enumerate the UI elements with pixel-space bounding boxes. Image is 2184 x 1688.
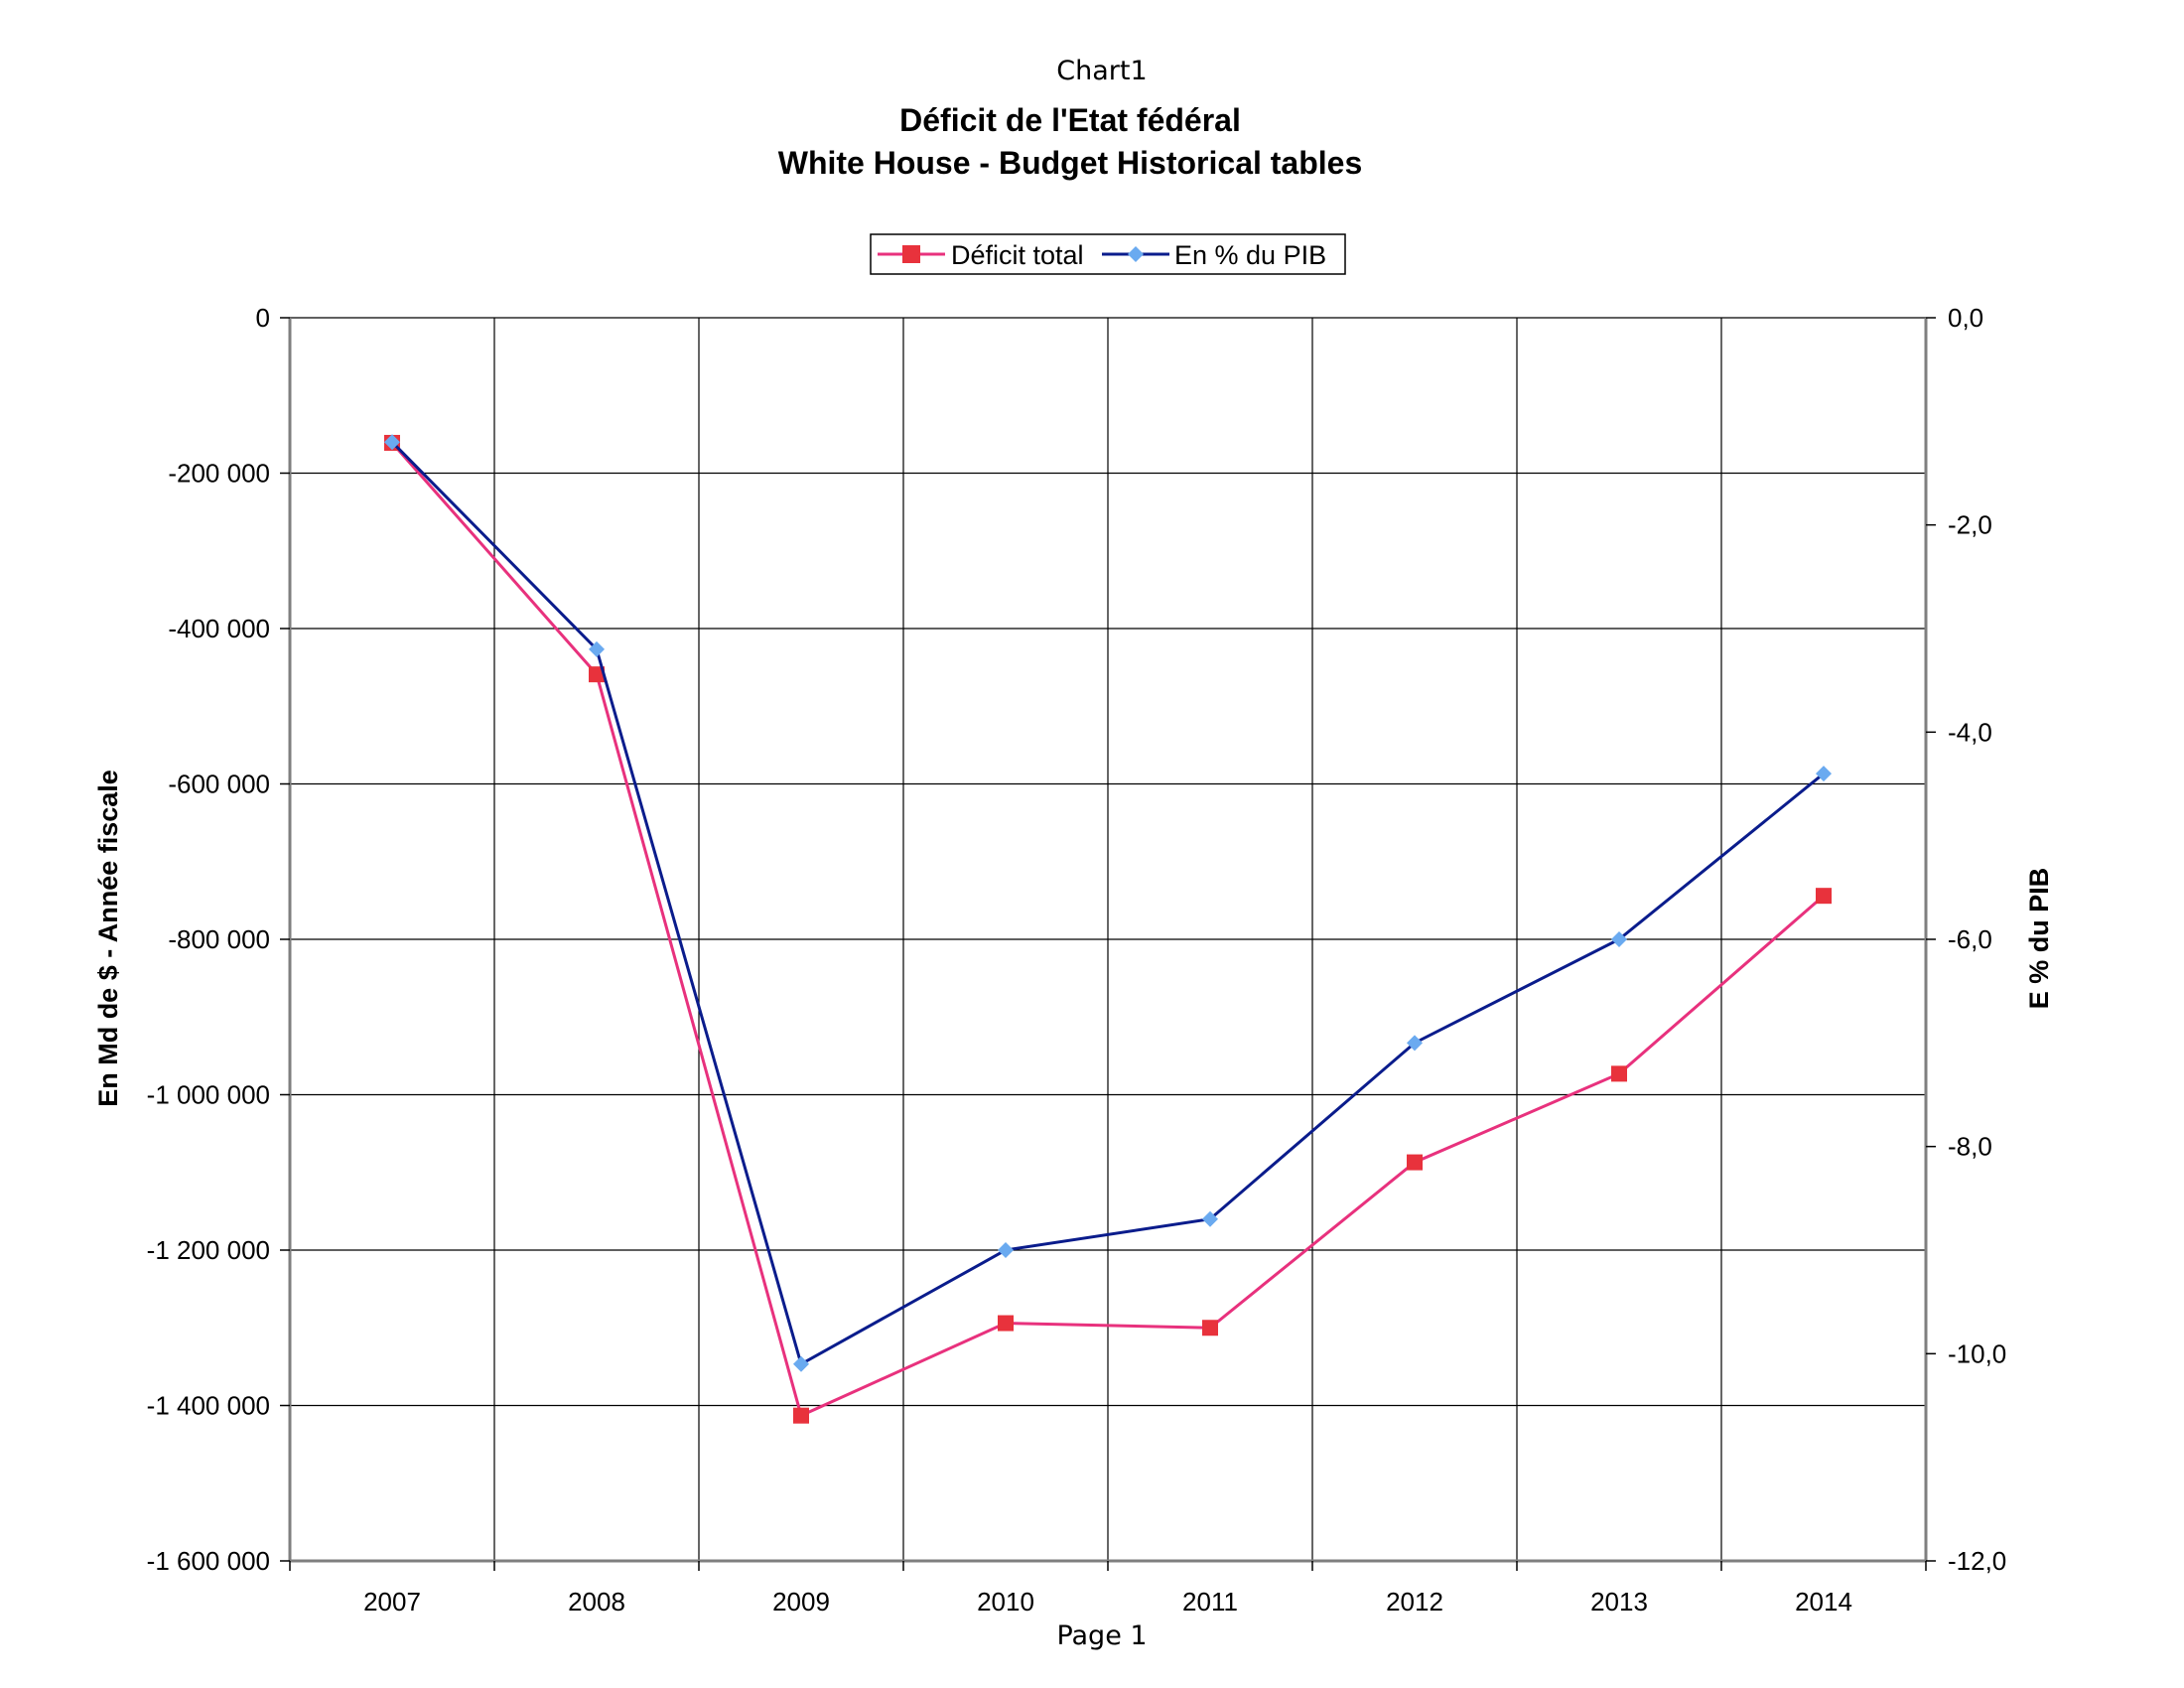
sheet-label: Chart1: [1056, 56, 1147, 86]
y2-tick-label: -8,0: [1948, 1132, 1992, 1162]
legend: Déficit total En % du PIB: [870, 233, 1346, 275]
legend-marker-pib: [1128, 246, 1144, 262]
legend-label-pib: En % du PIB: [1174, 240, 1326, 270]
x-tick-label: 2014: [1795, 1587, 1852, 1617]
y-tick-label: -400 000: [168, 614, 270, 643]
page-footer: Page 1: [1056, 1620, 1147, 1651]
x-tick-label: 2012: [1386, 1587, 1443, 1617]
right-axis-ticks: 0,0 -2,0 -4,0 -6,0 -8,0 -10,0 -12,0: [1926, 303, 2006, 1576]
y2-tick-label: -6,0: [1948, 924, 1992, 954]
deficit-total-point: [589, 666, 605, 683]
pct-pib-point: [384, 434, 400, 451]
y2-tick-label: 0,0: [1948, 303, 1983, 333]
y-tick-label: -1 200 000: [147, 1235, 270, 1265]
x-tick-label: 2007: [363, 1587, 421, 1617]
y-tick-label: -1 400 000: [147, 1391, 270, 1421]
legend-marker-deficit: [902, 245, 920, 263]
series-line-deficit-total: [390, 441, 1825, 1418]
y2-tick-label: -4,0: [1948, 717, 1992, 747]
pct-pib-point: [998, 1242, 1014, 1258]
x-tick-label: 2010: [977, 1587, 1034, 1617]
pct-pib-point: [1202, 1210, 1218, 1227]
pct-pib-point: [589, 640, 605, 657]
series-line-pct-pib: [390, 441, 1825, 1366]
pct-pib-point: [1407, 1035, 1423, 1052]
deficit-total-point: [1816, 888, 1832, 905]
y-tick-label: -800 000: [168, 924, 270, 954]
x-tick-label: 2009: [772, 1587, 830, 1617]
legend-label-deficit: Déficit total: [951, 240, 1084, 270]
x-tick-label: 2013: [1590, 1587, 1648, 1617]
y2-tick-label: -10,0: [1948, 1338, 2006, 1368]
chart-subtitle: White House - Budget Historical tables: [778, 145, 1363, 181]
chart-title: Déficit de l'Etat fédéral: [899, 102, 1241, 138]
x-tick-label: 2011: [1182, 1587, 1238, 1617]
pct-pib-point: [1816, 766, 1832, 782]
x-axis-ticks: 2007 2008 2009 2010 2011 2012 2013 2014: [289, 1561, 1927, 1617]
left-axis-ticks: 0 -200 000 -400 000 -600 000 -800 000 -1 000 …: [147, 303, 290, 1576]
y-tick-label: -1 600 000: [147, 1546, 270, 1576]
x-tick-label: 2008: [568, 1587, 625, 1617]
y2-tick-label: -2,0: [1948, 510, 1992, 540]
y-tick-label: 0: [256, 303, 270, 333]
deficit-total-point: [998, 1315, 1014, 1332]
y2-tick-label: -12,0: [1948, 1546, 2006, 1576]
pct-pib-point: [1611, 931, 1627, 947]
deficit-total-point: [1407, 1154, 1423, 1171]
deficit-total-point: [1611, 1065, 1627, 1082]
y-axis-title: En Md de $ - Année fiscale: [93, 770, 123, 1107]
gridlines: [290, 317, 1926, 1562]
y-tick-label: -200 000: [168, 459, 270, 489]
y-tick-label: -600 000: [168, 770, 270, 799]
y-tick-label: -1 000 000: [147, 1080, 270, 1110]
y2-axis-title: E % du PIB: [2024, 868, 2054, 1010]
deficit-total-point: [793, 1407, 809, 1424]
deficit-total-point: [1202, 1320, 1218, 1336]
pct-pib-point: [793, 1355, 809, 1372]
series-group: [384, 434, 1832, 1424]
